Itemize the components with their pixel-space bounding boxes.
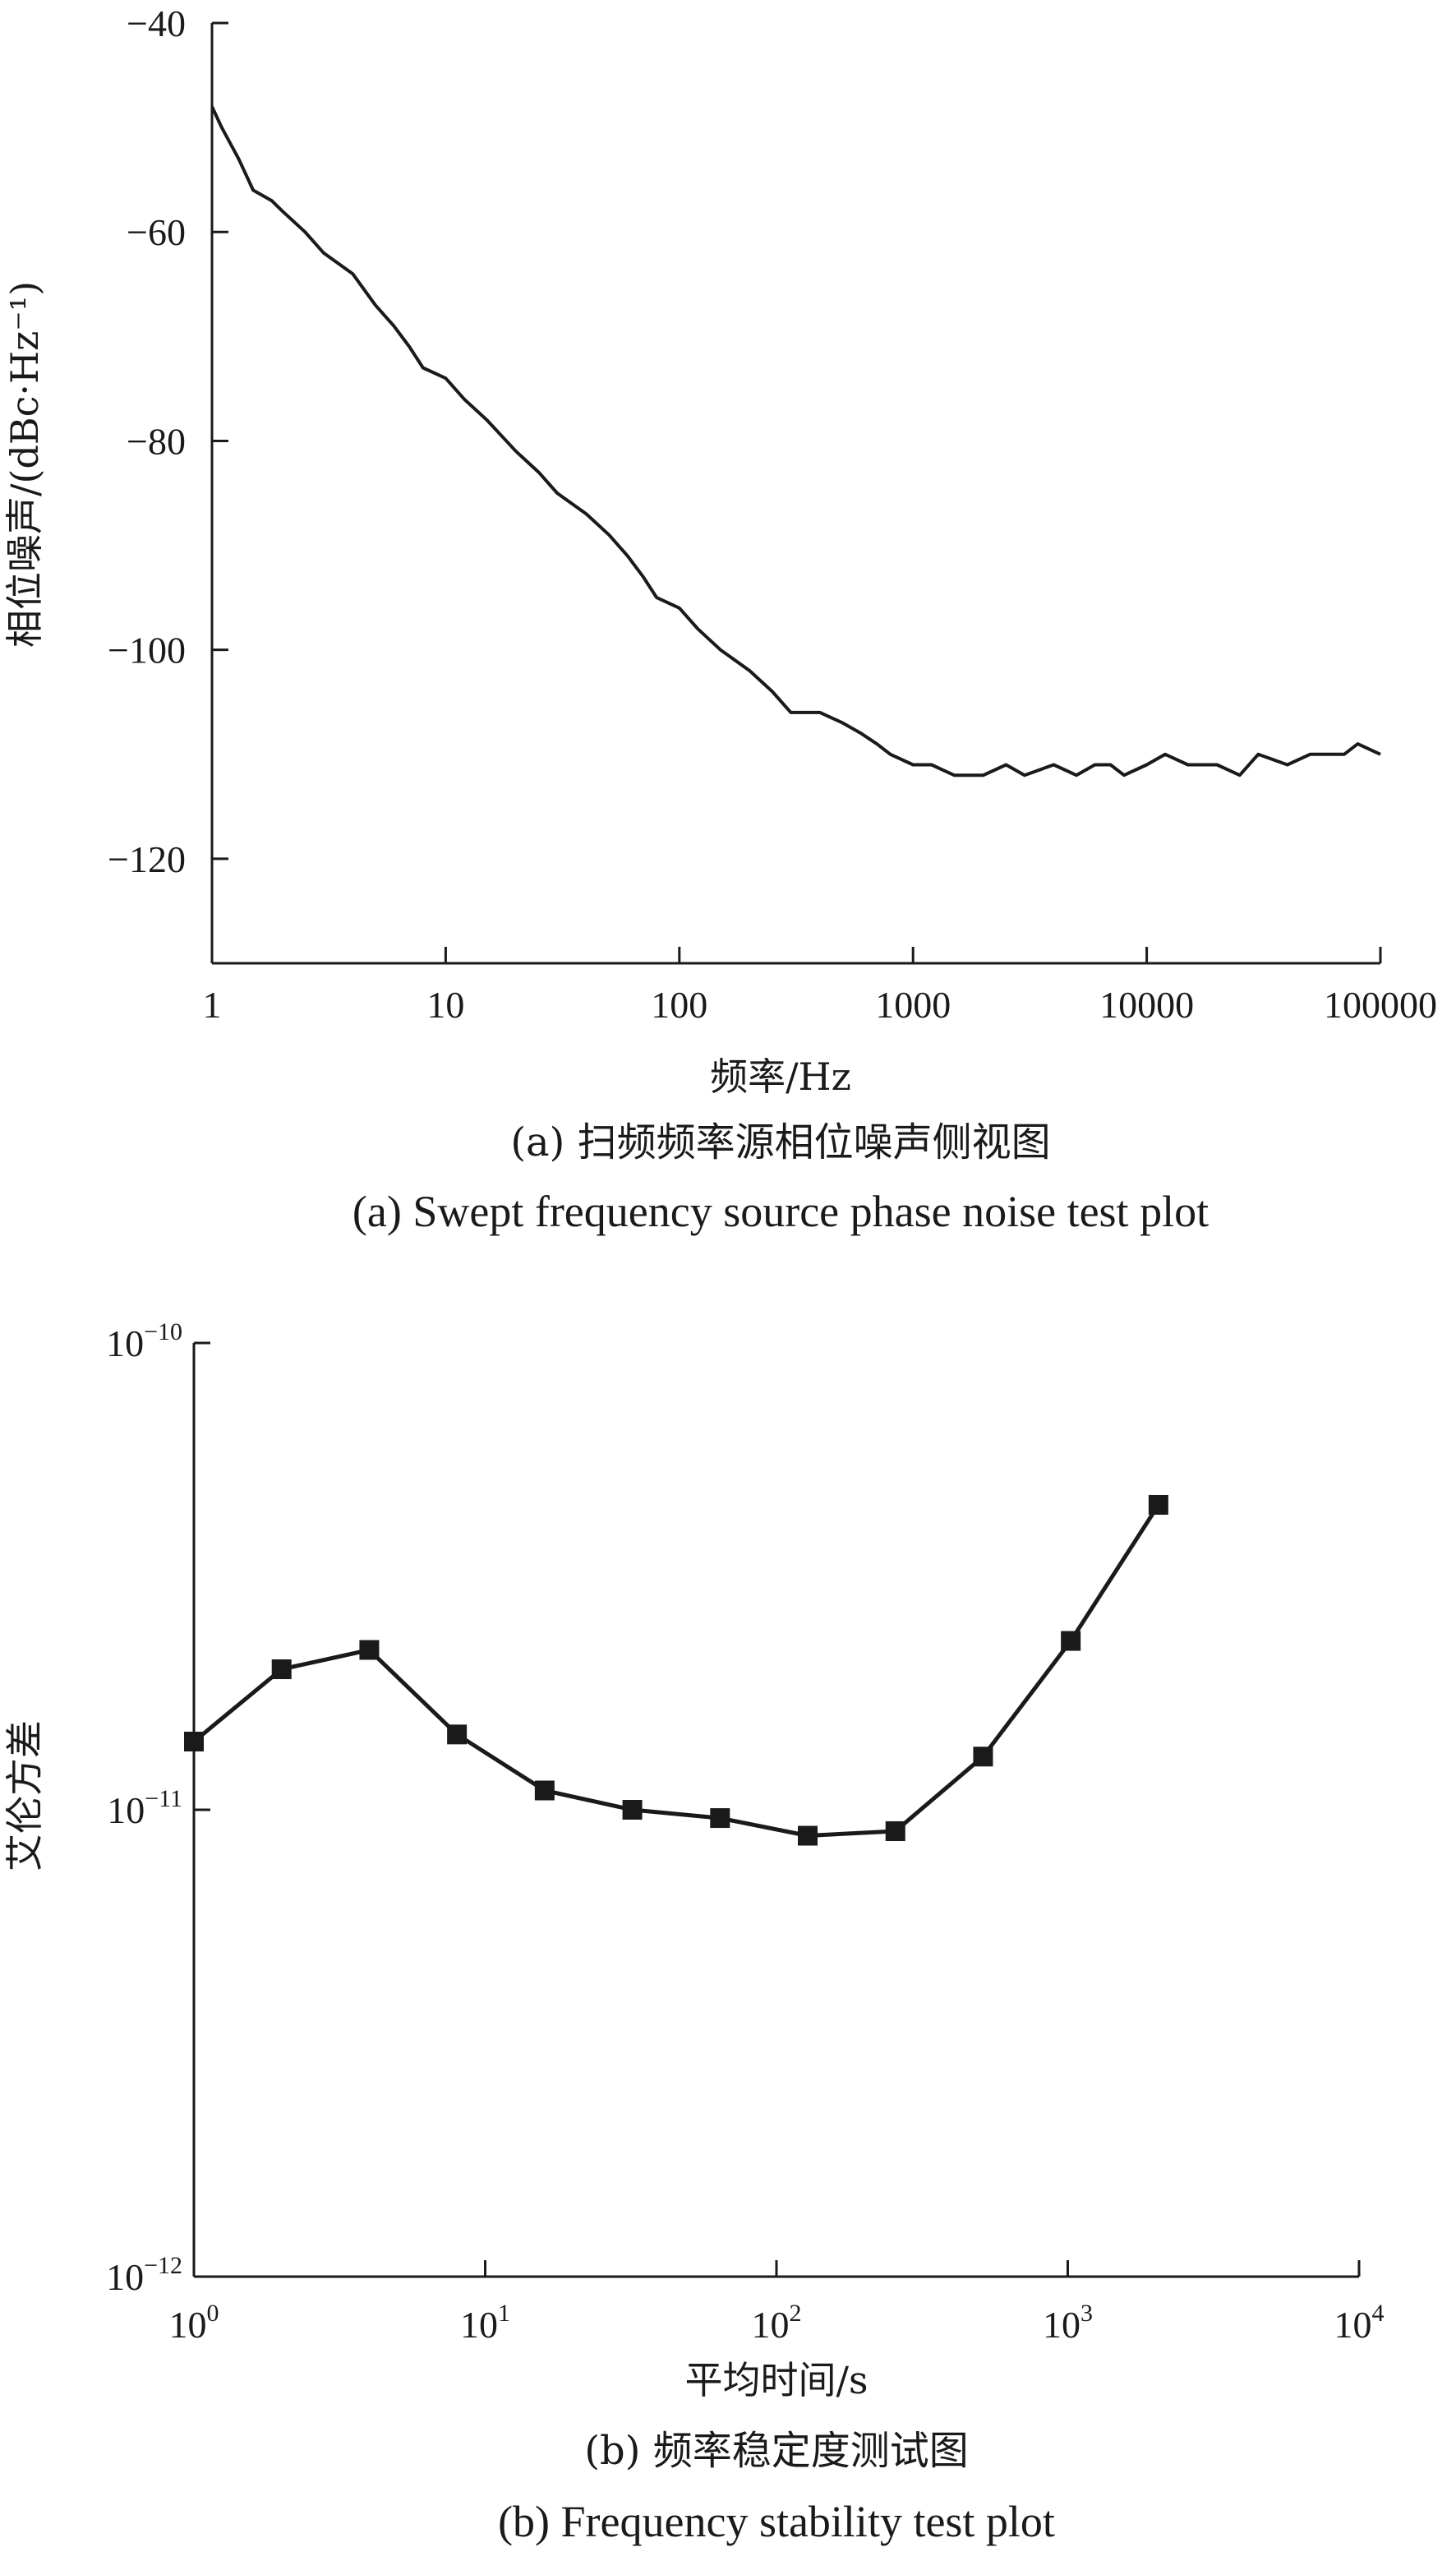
phase-noise-x-ticks: 1 10 100 1000 10000 100000 [203, 947, 1437, 1026]
frequency-stability-marker [798, 1825, 818, 1846]
frequency-stability-marker [184, 1731, 204, 1751]
phase-noise-x-tick-label: 100000 [1324, 984, 1437, 1026]
phase-noise-axes [210, 23, 1380, 965]
phase-noise-x-tick-label: 100 [651, 984, 707, 1026]
frequency-stability-marker [534, 1780, 555, 1801]
frequency-stability-caption-cn: (b) 频率稳定度测试图 [584, 2428, 968, 2474]
frequency-stability-marker [447, 1724, 468, 1745]
frequency-stability-chart: 10−10 10−11 10−12 100 101 102 103 104 平均时间/s 艾… [2, 1318, 1385, 2546]
frequency-stability-series-line [192, 1503, 1161, 1838]
phase-noise-caption-en: (a) Swept frequency source phase noise t… [352, 1187, 1209, 1236]
frequency-stability-y-ticks: 10−10 10−11 10−12 [106, 1318, 210, 2298]
frequency-stability-y-axis-label: 艾伦方差 [2, 1720, 47, 1871]
phase-noise-series [210, 105, 1381, 778]
frequency-stability-y-tick-label: 10−10 [106, 1318, 182, 1364]
phase-noise-chart: −40−60−80−100−120 1 10 100 1000 10000 100000 … [2, 2, 1437, 1236]
phase-noise-series-line [210, 105, 1381, 778]
frequency-stability-marker [973, 1747, 993, 1767]
frequency-stability-x-tick-label: 103 [1043, 2300, 1093, 2346]
phase-noise-y-tick-label: −80 [127, 420, 186, 462]
frequency-stability-x-ticks: 100 101 102 103 104 [169, 2260, 1385, 2346]
frequency-stability-x-tick-label: 101 [460, 2300, 510, 2346]
frequency-stability-x-tick-label: 104 [1334, 2300, 1385, 2346]
frequency-stability-x-tick-label: 102 [752, 2300, 802, 2346]
frequency-stability-caption-en: (b) Frequency stability test plot [498, 2497, 1055, 2546]
phase-noise-y-tick-label: −100 [108, 630, 186, 671]
phase-noise-y-ticks: −40 −60 −80 −100 −120 [108, 2, 228, 880]
frequency-stability-axes [192, 1343, 1359, 2278]
phase-noise-caption-cn: (a) 扫频频率源相位噪声侧视图 [510, 1119, 1050, 1165]
frequency-stability-marker [622, 1800, 643, 1820]
frequency-stability-x-axis-label: 平均时间/s [684, 2358, 868, 2402]
frequency-stability-marker [710, 1808, 730, 1829]
frequency-stability-y-tick-label: 10−11 [107, 1785, 182, 1831]
phase-noise-y-tick-label: −60 [127, 211, 186, 253]
phase-noise-x-axis-label: 频率/Hz [710, 1054, 851, 1099]
phase-noise-y-tick-label: −120 [108, 838, 186, 880]
frequency-stability-marker [1061, 1631, 1081, 1651]
phase-noise-y-tick-label: −40 [127, 2, 186, 44]
phase-noise-x-tick-label: 1000 [875, 984, 951, 1026]
phase-noise-x-tick-label: 10 [426, 984, 464, 1026]
frequency-stability-marker [1148, 1494, 1168, 1515]
frequency-stability-marker [359, 1640, 380, 1660]
frequency-stability-y-tick-label: 10−12 [106, 2252, 182, 2298]
phase-noise-y-axis-label: 相位噪声/(dBc·Hz⁻¹) [2, 281, 47, 648]
frequency-stability-marker [885, 1820, 905, 1841]
frequency-stability-marker [271, 1659, 292, 1680]
phase-noise-x-tick-label: 1 [203, 984, 222, 1026]
frequency-stability-x-tick-label: 100 [169, 2300, 219, 2346]
frequency-stability-series [184, 1494, 1168, 1846]
phase-noise-x-tick-label: 10000 [1099, 984, 1194, 1026]
